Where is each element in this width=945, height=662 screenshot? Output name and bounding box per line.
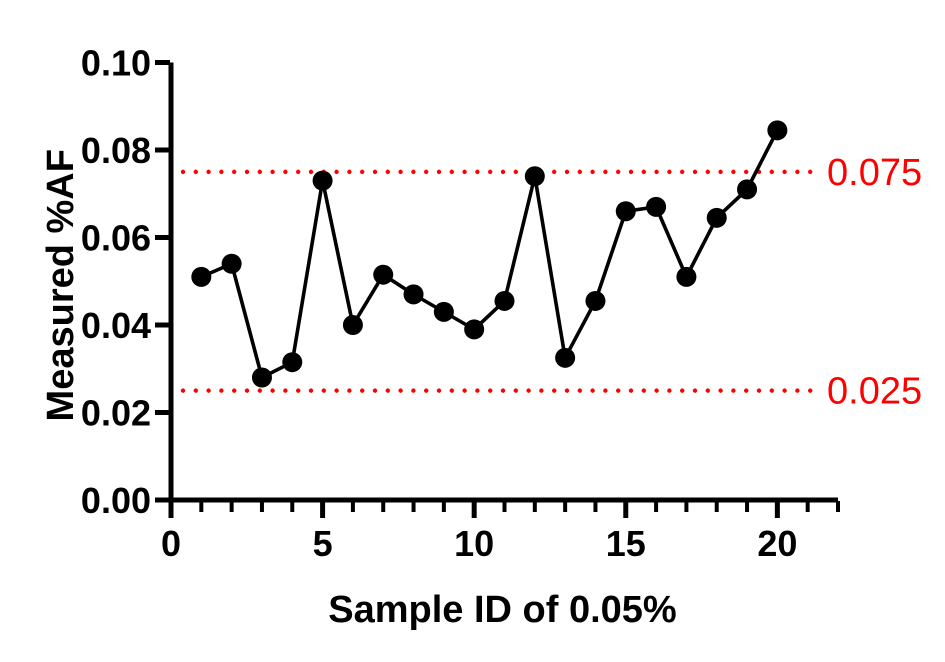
axis-line <box>168 62 838 503</box>
series <box>191 120 788 388</box>
data-point <box>403 284 424 305</box>
data-point <box>221 253 242 274</box>
data-point <box>706 207 727 228</box>
x-tick-label: 0 <box>161 523 181 564</box>
x-tick-label: 15 <box>606 523 646 564</box>
data-point <box>555 347 576 368</box>
data-point <box>251 367 272 388</box>
x-axis-title: Sample ID of 0.05% <box>328 589 676 631</box>
data-point <box>312 170 333 191</box>
data-point <box>282 352 303 373</box>
data-point <box>646 196 667 217</box>
y-tick-labels: 0.00 0.02 0.04 0.06 0.08 0.10 <box>81 43 151 522</box>
y-tick-label: 0.02 <box>81 393 151 434</box>
data-point <box>524 166 545 187</box>
data-point <box>615 201 636 222</box>
y-axis-title: Measured %AF <box>40 149 82 421</box>
x-tick-label: 10 <box>454 523 494 564</box>
data-point <box>191 266 212 287</box>
threshold-lines <box>180 169 826 393</box>
data-point <box>494 290 515 311</box>
y-tick-label: 0.08 <box>81 130 151 171</box>
data-point <box>373 264 394 285</box>
data-point <box>342 315 363 335</box>
data-point <box>767 120 788 141</box>
upper-threshold-label: 0.075 <box>827 152 922 194</box>
y-tick-label: 0.06 <box>81 218 151 259</box>
lower-threshold-label: 0.025 <box>827 371 922 413</box>
data-point <box>464 319 485 340</box>
data-point <box>676 266 697 287</box>
x-tick-label: 20 <box>757 523 797 564</box>
data-point <box>737 179 758 200</box>
y-tick-label: 0.04 <box>81 305 151 346</box>
x-tick-label: 5 <box>313 523 333 564</box>
y-tick-label: 0.00 <box>81 480 151 521</box>
x-tick-labels: 0 5 10 15 20 <box>161 523 797 564</box>
y-tick-label: 0.10 <box>81 43 151 84</box>
data-point <box>585 290 606 311</box>
series-line <box>199 128 780 380</box>
data-point <box>433 301 454 322</box>
axes <box>155 60 840 518</box>
